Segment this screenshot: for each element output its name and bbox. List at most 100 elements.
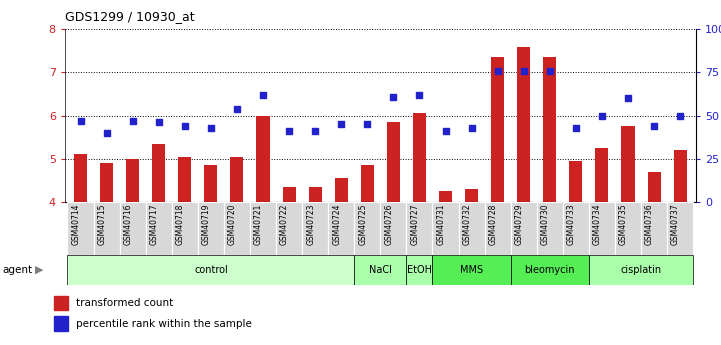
- Point: [648, 123, 660, 129]
- Point: [440, 128, 451, 134]
- Point: [257, 92, 269, 98]
- Text: MMS: MMS: [460, 265, 483, 275]
- Bar: [407, 202, 433, 255]
- Text: GSM40731: GSM40731: [436, 204, 446, 245]
- Bar: [54, 316, 68, 331]
- Bar: [413, 114, 426, 202]
- Bar: [146, 202, 172, 255]
- Text: GSM40735: GSM40735: [619, 204, 628, 245]
- Point: [153, 120, 164, 125]
- Bar: [328, 202, 354, 255]
- Text: GSM40718: GSM40718: [176, 204, 185, 245]
- Point: [101, 130, 112, 136]
- Bar: [622, 126, 634, 202]
- Text: transformed count: transformed count: [76, 298, 173, 308]
- Bar: [309, 187, 322, 202]
- Bar: [283, 187, 296, 202]
- Point: [622, 96, 634, 101]
- Bar: [120, 202, 146, 255]
- Bar: [433, 255, 510, 285]
- Text: GSM40715: GSM40715: [97, 204, 107, 245]
- Text: control: control: [194, 265, 228, 275]
- Bar: [667, 202, 693, 255]
- Text: GSM40720: GSM40720: [228, 204, 237, 245]
- Text: percentile rank within the sample: percentile rank within the sample: [76, 319, 252, 329]
- Bar: [536, 202, 563, 255]
- Point: [127, 118, 138, 124]
- Point: [466, 125, 477, 130]
- Text: agent: agent: [2, 265, 32, 275]
- Text: GSM40714: GSM40714: [71, 204, 81, 245]
- Bar: [198, 202, 224, 255]
- Bar: [152, 144, 165, 202]
- Text: GSM40723: GSM40723: [306, 204, 315, 245]
- Text: GSM40732: GSM40732: [463, 204, 472, 245]
- Bar: [68, 202, 94, 255]
- Text: GSM40726: GSM40726: [384, 204, 394, 245]
- Bar: [178, 157, 191, 202]
- Bar: [673, 150, 686, 202]
- Bar: [570, 161, 583, 202]
- Text: GDS1299 / 10930_at: GDS1299 / 10930_at: [65, 10, 195, 23]
- Bar: [381, 202, 407, 255]
- Text: GSM40727: GSM40727: [410, 204, 420, 245]
- Bar: [360, 165, 373, 202]
- Point: [570, 125, 582, 130]
- Point: [205, 125, 216, 130]
- Bar: [126, 159, 139, 202]
- Bar: [459, 202, 485, 255]
- Text: GSM40724: GSM40724: [332, 204, 341, 245]
- Bar: [302, 202, 328, 255]
- Text: GSM40725: GSM40725: [358, 204, 367, 245]
- Point: [414, 92, 425, 98]
- Text: NaCl: NaCl: [369, 265, 392, 275]
- Bar: [68, 255, 354, 285]
- Text: cisplatin: cisplatin: [621, 265, 662, 275]
- Bar: [615, 202, 641, 255]
- Point: [492, 68, 503, 73]
- Point: [544, 68, 556, 73]
- Bar: [407, 255, 433, 285]
- Bar: [647, 171, 660, 202]
- Point: [674, 113, 686, 118]
- Bar: [172, 202, 198, 255]
- Bar: [354, 255, 407, 285]
- Bar: [94, 202, 120, 255]
- Bar: [589, 202, 615, 255]
- Bar: [433, 202, 459, 255]
- Bar: [100, 163, 113, 202]
- Text: GSM40717: GSM40717: [150, 204, 159, 245]
- Text: ▶: ▶: [35, 265, 43, 275]
- Text: GSM40719: GSM40719: [202, 204, 211, 245]
- Bar: [387, 122, 400, 202]
- Text: GSM40729: GSM40729: [515, 204, 523, 245]
- Text: bleomycin: bleomycin: [524, 265, 575, 275]
- Bar: [335, 178, 348, 202]
- Text: GSM40733: GSM40733: [567, 204, 576, 245]
- Point: [75, 118, 87, 124]
- Bar: [485, 202, 510, 255]
- Bar: [54, 296, 68, 310]
- Bar: [74, 155, 87, 202]
- Point: [596, 113, 608, 118]
- Point: [231, 106, 243, 111]
- Point: [309, 128, 321, 134]
- Text: GSM40721: GSM40721: [254, 204, 263, 245]
- Text: GSM40730: GSM40730: [541, 204, 550, 245]
- Bar: [563, 202, 589, 255]
- Bar: [257, 116, 270, 202]
- Bar: [510, 202, 536, 255]
- Text: GSM40734: GSM40734: [593, 204, 602, 245]
- Text: GSM40728: GSM40728: [489, 204, 497, 245]
- Bar: [276, 202, 302, 255]
- Text: GSM40737: GSM40737: [671, 204, 680, 245]
- Text: EtOH: EtOH: [407, 265, 432, 275]
- Bar: [517, 47, 530, 202]
- Bar: [439, 191, 452, 202]
- Bar: [204, 165, 218, 202]
- Point: [179, 123, 190, 129]
- Bar: [589, 255, 693, 285]
- Bar: [354, 202, 381, 255]
- Text: GSM40716: GSM40716: [124, 204, 133, 245]
- Point: [518, 68, 529, 73]
